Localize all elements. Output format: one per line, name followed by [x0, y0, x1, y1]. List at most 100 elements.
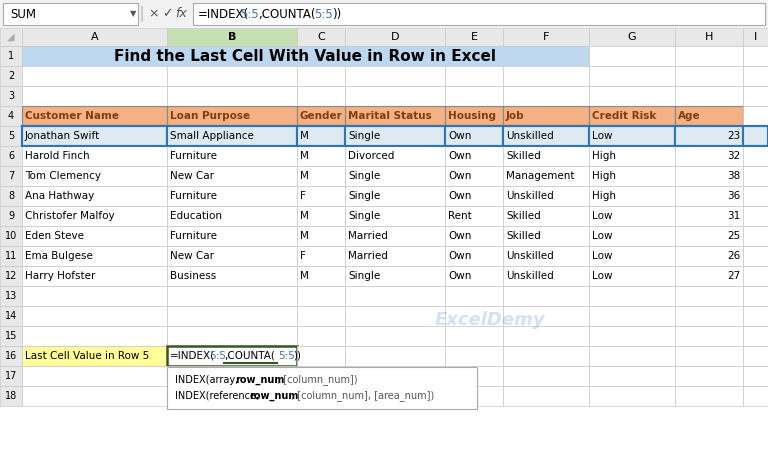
- Text: row_num: row_num: [249, 391, 299, 401]
- Bar: [22, 46, 589, 66]
- Text: Single: Single: [348, 211, 380, 221]
- Text: )): )): [332, 7, 341, 20]
- Text: ◢: ◢: [7, 32, 15, 42]
- Text: M: M: [300, 131, 309, 141]
- Bar: [743, 126, 768, 146]
- Bar: [297, 346, 345, 366]
- Text: Single: Single: [348, 271, 380, 281]
- Bar: [589, 86, 675, 106]
- Bar: [167, 366, 297, 386]
- Bar: [675, 286, 743, 306]
- Text: Tom Clemency: Tom Clemency: [25, 171, 101, 181]
- Bar: [345, 266, 445, 286]
- Text: Own: Own: [448, 271, 472, 281]
- Bar: [345, 206, 445, 226]
- Text: Job: Job: [506, 111, 525, 121]
- Bar: [297, 166, 345, 186]
- Text: Furniture: Furniture: [170, 231, 217, 241]
- Bar: [589, 126, 675, 146]
- Text: 4: 4: [8, 111, 14, 121]
- Text: 18: 18: [5, 391, 17, 401]
- Bar: [675, 266, 743, 286]
- Bar: [0, 346, 22, 366]
- Bar: [445, 146, 503, 166]
- Bar: [445, 346, 503, 366]
- Text: 23: 23: [727, 131, 740, 141]
- Bar: [445, 126, 503, 146]
- Text: Low: Low: [592, 131, 613, 141]
- Bar: [297, 126, 345, 146]
- Text: SUM: SUM: [10, 7, 36, 20]
- Bar: [297, 226, 345, 246]
- Text: Loan Purpose: Loan Purpose: [170, 111, 250, 121]
- Bar: [675, 106, 743, 126]
- Bar: [22, 166, 167, 186]
- Bar: [503, 126, 589, 146]
- Text: 9: 9: [8, 211, 14, 221]
- Text: I: I: [754, 32, 757, 42]
- Bar: [3, 3, 138, 25]
- Text: 31: 31: [727, 211, 740, 221]
- Text: Credit Risk: Credit Risk: [592, 111, 657, 121]
- Bar: [503, 346, 589, 366]
- Bar: [345, 166, 445, 186]
- Text: Own: Own: [448, 151, 472, 161]
- Bar: [503, 306, 589, 326]
- Bar: [345, 286, 445, 306]
- Text: Married: Married: [348, 251, 388, 261]
- Text: Own: Own: [448, 191, 472, 201]
- Text: M: M: [300, 211, 309, 221]
- Bar: [297, 366, 345, 386]
- Text: Furniture: Furniture: [170, 151, 217, 161]
- Text: ▼: ▼: [130, 10, 137, 18]
- Bar: [345, 106, 445, 126]
- Bar: [193, 3, 765, 25]
- Text: ×: ×: [148, 7, 158, 20]
- Bar: [445, 186, 503, 206]
- Bar: [0, 326, 22, 346]
- Bar: [675, 346, 743, 366]
- Bar: [22, 326, 167, 346]
- Text: Rent: Rent: [448, 211, 472, 221]
- Bar: [503, 86, 589, 106]
- Text: Jonathan Swift: Jonathan Swift: [25, 131, 101, 141]
- Bar: [675, 186, 743, 206]
- Bar: [167, 206, 297, 226]
- Text: H: H: [705, 32, 713, 42]
- Text: fx: fx: [175, 6, 187, 19]
- Text: Marital Status: Marital Status: [348, 111, 432, 121]
- Text: INDEX(reference,: INDEX(reference,: [175, 391, 262, 401]
- Bar: [345, 246, 445, 266]
- Bar: [589, 166, 675, 186]
- Bar: [167, 346, 297, 366]
- Text: F: F: [300, 251, 306, 261]
- Bar: [445, 246, 503, 266]
- Bar: [743, 246, 768, 266]
- Bar: [297, 386, 345, 406]
- Bar: [589, 266, 675, 286]
- Bar: [503, 286, 589, 306]
- Bar: [22, 126, 167, 146]
- Bar: [589, 286, 675, 306]
- Bar: [167, 166, 297, 186]
- Bar: [503, 246, 589, 266]
- Bar: [167, 86, 297, 106]
- Bar: [167, 66, 297, 86]
- Bar: [22, 106, 167, 126]
- Bar: [297, 266, 345, 286]
- Text: 16: 16: [5, 351, 17, 361]
- Text: Own: Own: [448, 131, 472, 141]
- Bar: [167, 186, 297, 206]
- Text: 38: 38: [727, 171, 740, 181]
- Bar: [589, 28, 675, 46]
- Text: 14: 14: [5, 311, 17, 321]
- Text: , [column_num], [area_num]): , [column_num], [area_num]): [291, 390, 434, 402]
- Bar: [0, 266, 22, 286]
- Bar: [297, 86, 345, 106]
- Text: =INDEX(: =INDEX(: [170, 351, 215, 361]
- Bar: [22, 346, 167, 366]
- Bar: [167, 367, 477, 409]
- Text: Skilled: Skilled: [506, 151, 541, 161]
- Bar: [345, 146, 445, 166]
- Text: )): )): [293, 351, 301, 361]
